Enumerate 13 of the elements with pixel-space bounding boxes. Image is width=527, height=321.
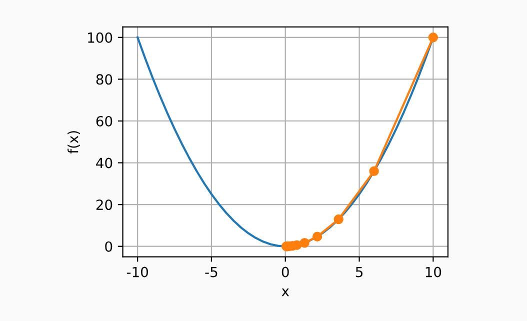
x-axis-title: x (282, 288, 290, 296)
y-tick-label: 60 (96, 116, 112, 126)
y-tick-label: 40 (96, 158, 112, 168)
x-tick-label: 10 (426, 266, 442, 278)
y-tick-label: 80 (96, 74, 112, 85)
y-tick-label: 20 (96, 200, 112, 210)
x-tick-label: 0 (282, 266, 289, 278)
x-tick-label: -5 (205, 266, 218, 278)
y-tick-label: 0 (105, 241, 112, 252)
y-axis-title: f(x) (68, 131, 80, 154)
y-tick-label: 100 (88, 32, 112, 43)
x-tick-label: 5 (356, 266, 362, 278)
x-tick-label: -10 (126, 266, 148, 278)
